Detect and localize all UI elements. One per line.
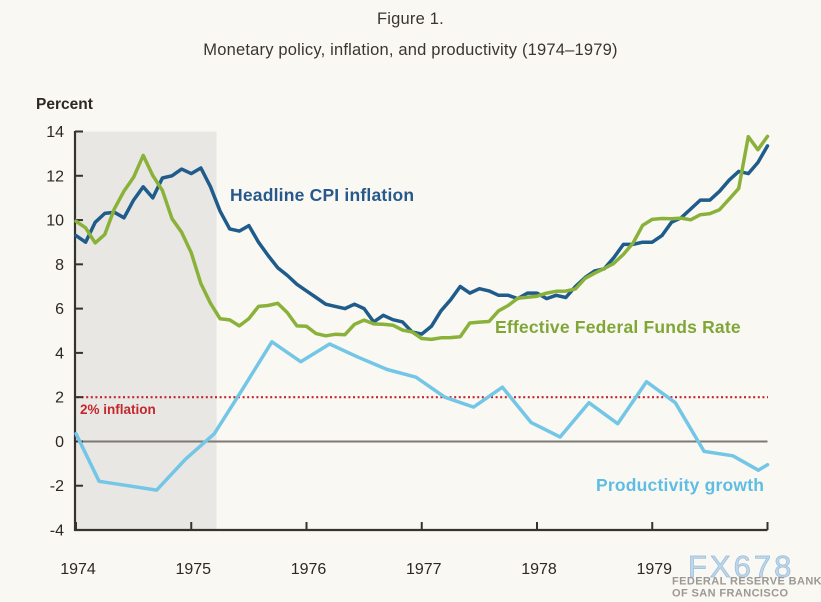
x-tick-label: 1975	[175, 561, 211, 578]
inflation-target-label: 2% inflation	[80, 402, 156, 417]
y-tick-label: 12	[46, 168, 64, 185]
productivity-line	[74, 340, 770, 492]
x-tick-label: 1978	[521, 561, 557, 578]
x-tick-label: 1977	[406, 561, 442, 578]
y-tick-label: 10	[46, 213, 64, 230]
y-tick-label: 14	[46, 124, 64, 141]
y-tick-label: -4	[50, 523, 64, 540]
y-tick-label: 8	[55, 257, 64, 274]
axis-layer: -4 -2 0 2 4 6 8 10 12 14 1974 1975 1976 1977 1978 1979	[46, 124, 769, 578]
x-tick-label: 1979	[636, 561, 672, 578]
productivity-series-label: Productivity growth	[596, 475, 764, 495]
ffr-series-label: Effective Federal Funds Rate	[495, 317, 741, 337]
recession-band-layer	[75, 131, 768, 530]
series-line-layer	[74, 134, 770, 492]
y-tick-label: -2	[50, 478, 64, 495]
frbsf-watermark-line2: OF SAN FRANCISCO	[672, 588, 788, 600]
ffr-line	[74, 134, 770, 342]
watermark: FX678 FEDERAL RESERVE BANK OF SAN FRANCI…	[672, 549, 821, 600]
figure-number: Figure 1.	[377, 10, 444, 28]
y-tick-label: 2	[55, 390, 64, 407]
cpi-line	[74, 144, 770, 336]
recession-band	[76, 131, 217, 530]
y-tick-label: 6	[55, 301, 64, 318]
y-axis-title: Percent	[36, 96, 93, 113]
y-tick-label: 0	[55, 434, 64, 451]
fx678-watermark: FX678	[688, 549, 794, 584]
cpi-series-label: Headline CPI inflation	[230, 185, 414, 205]
frbsf-watermark-line1: FEDERAL RESERVE BANK	[672, 576, 821, 588]
x-tick-label: 1976	[291, 561, 327, 578]
y-tick-label: 4	[55, 345, 64, 362]
x-tick-label: 1974	[60, 561, 96, 578]
figure-title: Monetary policy, inflation, and producti…	[203, 41, 618, 59]
